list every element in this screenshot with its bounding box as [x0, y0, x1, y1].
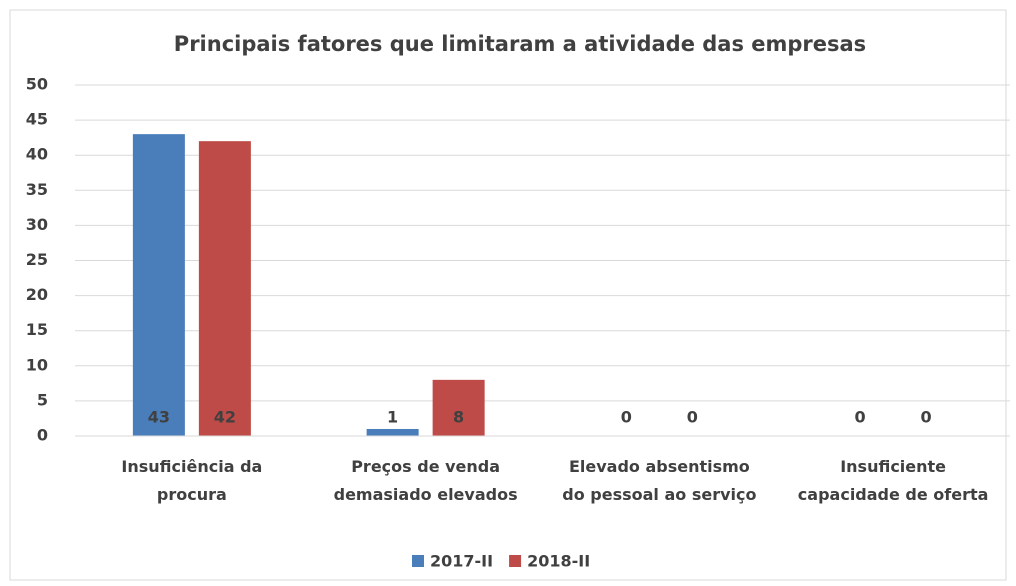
y-tick-label: 5 — [37, 390, 48, 409]
bar — [198, 141, 251, 436]
y-tick-label: 0 — [37, 426, 48, 445]
y-tick-label: 30 — [26, 215, 48, 234]
data-label: 43 — [148, 408, 170, 427]
legend-swatch — [509, 555, 522, 567]
chart-title: Principais fatores que limitaram a ativi… — [174, 32, 866, 56]
y-tick-label: 40 — [26, 145, 48, 164]
y-tick-label: 10 — [26, 355, 48, 374]
x-tick-label: Preços de venda demasiado elevados — [334, 457, 518, 504]
legend-label: 2017-II — [430, 552, 493, 571]
bar — [432, 379, 485, 436]
y-tick-label: 35 — [26, 180, 48, 199]
y-tick-label: 50 — [26, 75, 48, 94]
y-tick-label: 15 — [26, 320, 48, 339]
bar — [132, 134, 185, 436]
y-tick-label: 20 — [26, 285, 48, 304]
y-tick-label: 45 — [26, 110, 48, 129]
y-tick-label: 25 — [26, 250, 48, 269]
legend-swatch — [412, 555, 424, 567]
x-tick-label: Elevado absentismo do pessoal ao serviço — [562, 457, 756, 504]
data-label: 0 — [921, 408, 932, 427]
data-label: 0 — [855, 408, 866, 427]
data-label: 0 — [687, 408, 698, 427]
legend-label: 2018-II — [527, 552, 590, 571]
data-label: 42 — [214, 408, 236, 427]
bar — [366, 428, 419, 436]
data-label: 8 — [453, 408, 464, 427]
data-label: 0 — [621, 408, 632, 427]
data-label: 1 — [387, 408, 398, 427]
x-tick-label: Insuficiente capacidade de oferta — [798, 457, 989, 504]
x-tick-label: Insuficiência da procura — [121, 457, 262, 504]
